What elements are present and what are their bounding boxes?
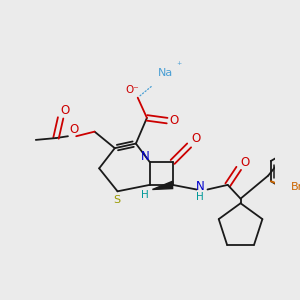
Text: O: O [70,123,79,136]
Text: Na: Na [158,68,173,78]
Text: H: H [141,190,149,200]
Text: N: N [141,150,149,163]
Text: O: O [170,114,179,127]
Text: O⁻: O⁻ [125,85,139,95]
Polygon shape [152,181,172,190]
Text: O: O [61,104,70,117]
Text: S: S [113,196,120,206]
Text: O: O [241,156,250,170]
Text: O: O [192,132,201,145]
Text: N: N [196,180,205,193]
Text: H: H [196,192,204,202]
Text: ⁺: ⁺ [176,61,182,71]
Text: Br: Br [291,182,300,192]
